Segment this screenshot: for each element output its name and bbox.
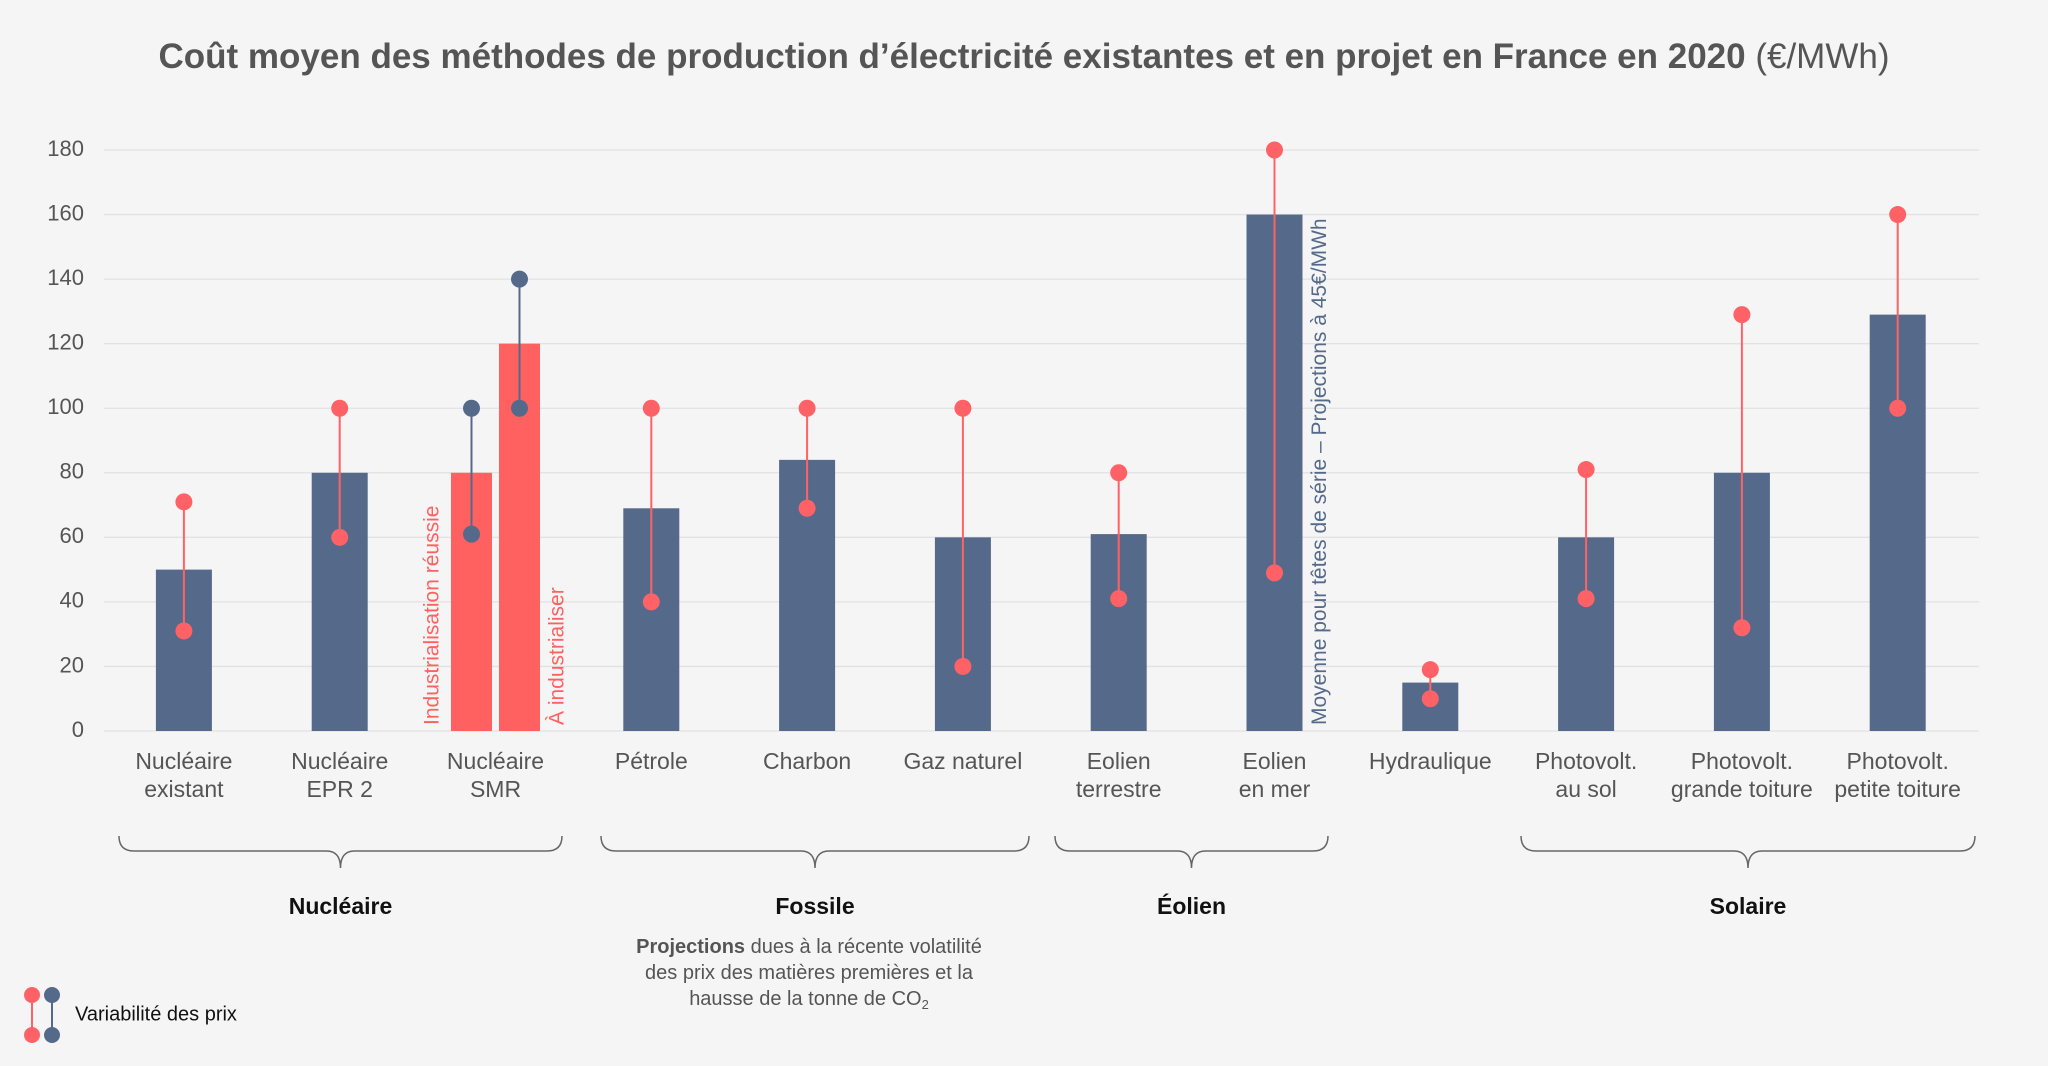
y-tick-label: 0 [72, 717, 84, 742]
group-brace [1054, 835, 1329, 869]
x-tick-label: en mer [1239, 776, 1311, 802]
range-min [1421, 690, 1439, 708]
note-text: hausse de la tonne de CO [689, 988, 921, 1010]
x-tick-label: SMR [470, 776, 521, 802]
range-min [463, 525, 480, 543]
range-min [1110, 590, 1128, 608]
range-max [175, 493, 193, 511]
x-tick-label: Gaz naturel [903, 748, 1022, 774]
x-tick-label: au sol [1555, 776, 1616, 802]
range-max [331, 399, 349, 417]
y-tick-label: 160 [47, 200, 84, 225]
y-tick-label: 120 [47, 329, 84, 354]
legend-dot [24, 987, 40, 1003]
group-label: Fossile [775, 893, 854, 919]
range-min [1733, 619, 1751, 637]
legend-dot [44, 987, 60, 1003]
x-tick-label: existant [144, 776, 224, 802]
note-text: des prix des matières premières et la [645, 962, 974, 984]
note-text: 2 [922, 997, 929, 1012]
bar-annotation: Industrialisation réussie [421, 506, 444, 725]
legend-dot [24, 1027, 40, 1043]
legend: Variabilité des prix [24, 987, 237, 1043]
x-tick-label: Nucléaire [291, 748, 388, 774]
range-max [642, 399, 660, 417]
group-label: Nucléaire [289, 893, 393, 919]
note-line: des prix des matières premières et la [645, 962, 974, 984]
x-tick-label: Photovolt. [1691, 748, 1793, 774]
legend-label: Variabilité des prix [75, 1003, 237, 1025]
range-min [331, 528, 349, 546]
x-tick-label: Eolien [1243, 748, 1307, 774]
chart-title: Coût moyen des méthodes de production d’… [159, 37, 1890, 76]
bar-annotation: À industrialiser [546, 587, 569, 725]
range-min [175, 622, 193, 640]
x-tick-label: Pétrole [615, 748, 688, 774]
note-line: Projections dues à la récente volatilité [636, 936, 982, 958]
y-tick-label: 140 [47, 265, 84, 290]
title-main: Coût moyen des méthodes de production d’… [159, 37, 1746, 76]
x-tick-label: Photovolt. [1847, 748, 1949, 774]
x-tick-label: Nucléaire [447, 748, 544, 774]
range-max [1421, 661, 1439, 679]
range-min [1889, 399, 1907, 417]
bar-annotation: Moyenne pour têtes de série – Projection… [1308, 218, 1331, 725]
range-max [954, 399, 972, 417]
x-tick-label: Eolien [1087, 748, 1151, 774]
range-min [1266, 564, 1283, 582]
group-label: Éolien [1157, 892, 1226, 919]
note-text: Projections [636, 936, 745, 958]
y-tick-label: 100 [47, 394, 84, 419]
note-text: dues à la récente volatilité [745, 936, 982, 958]
range-max [1577, 461, 1595, 479]
y-tick-label: 60 [60, 523, 84, 548]
group-brace [1520, 835, 1976, 869]
x-tick-label: grande toiture [1671, 776, 1813, 802]
y-tick-label: 40 [60, 588, 84, 613]
x-tick-label: Charbon [763, 748, 851, 774]
range-min [1577, 590, 1595, 608]
range-min [798, 499, 816, 517]
range-max [798, 399, 816, 417]
range-max [463, 399, 480, 417]
legend-dot [44, 1027, 60, 1043]
range-min [954, 657, 972, 675]
y-tick-label: 80 [60, 459, 84, 484]
range-max [1266, 141, 1283, 159]
range-min [511, 399, 528, 417]
range-max [511, 270, 528, 288]
x-tick-label: Hydraulique [1369, 748, 1492, 774]
x-tick-label: Nucléaire [135, 748, 232, 774]
x-tick-label: petite toiture [1834, 776, 1961, 802]
range-max [1110, 464, 1128, 482]
note-line: hausse de la tonne de CO2 [689, 988, 929, 1012]
range-max [1733, 306, 1751, 324]
y-tick-label: 20 [60, 652, 84, 677]
x-tick-label: Photovolt. [1535, 748, 1637, 774]
range-max [1889, 206, 1907, 224]
group-brace [600, 835, 1030, 869]
group-brace [118, 835, 563, 869]
title-unit: (€/MWh) [1746, 37, 1890, 76]
x-tick-label: EPR 2 [306, 776, 372, 802]
group-label: Solaire [1710, 893, 1787, 919]
y-tick-label: 180 [47, 136, 84, 161]
x-tick-label: terrestre [1076, 776, 1162, 802]
range-min [642, 593, 660, 611]
